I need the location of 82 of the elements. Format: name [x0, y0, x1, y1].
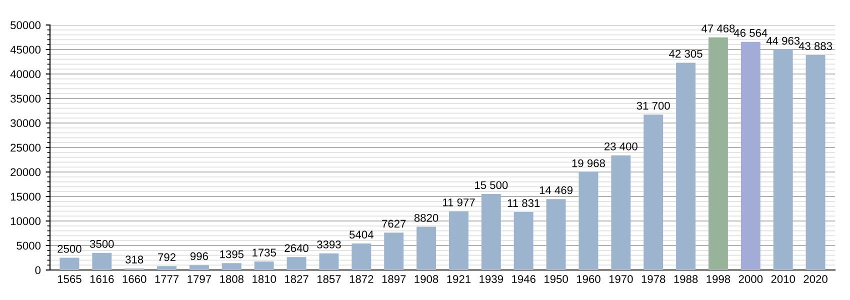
- bar: [319, 253, 339, 270]
- data-label: 11 977: [442, 198, 475, 206]
- data-label: 7627: [382, 220, 406, 228]
- y-tick-label: 15000: [10, 192, 41, 201]
- data-label: 31 700: [636, 102, 670, 110]
- bar: [806, 54, 826, 270]
- y-tick-label: 50000: [10, 21, 41, 30]
- bar: [773, 50, 793, 270]
- x-tick-label: 1960: [576, 275, 600, 284]
- data-label: 996: [190, 252, 208, 260]
- bar: [222, 263, 242, 270]
- y-tick-label: 10000: [10, 217, 41, 226]
- bar: [286, 257, 306, 270]
- x-tick-label: 1808: [220, 275, 244, 284]
- y-tick-label: 30000: [10, 119, 41, 128]
- bar: [740, 42, 760, 270]
- y-tick-label: 40000: [10, 70, 41, 78]
- bar: [254, 262, 274, 270]
- bar: [60, 258, 80, 270]
- x-tick-label: 1797: [188, 275, 212, 284]
- data-label: 43 883: [798, 42, 832, 50]
- x-tick-label: 1827: [285, 275, 308, 284]
- y-tick-label: 0: [35, 266, 41, 274]
- data-label: 792: [158, 253, 176, 262]
- x-tick-label: 1978: [642, 275, 666, 284]
- bar: [448, 211, 468, 270]
- x-tick-label: 1565: [58, 275, 82, 284]
- x-tick-label: 1998: [706, 275, 730, 284]
- x-tick-label: 1988: [674, 275, 698, 284]
- x-tick-label: 2000: [738, 275, 763, 284]
- bar: [578, 172, 598, 270]
- data-label: 46 564: [734, 28, 768, 37]
- bar: [352, 244, 372, 270]
- bar: [546, 199, 566, 270]
- data-label: 14 469: [540, 186, 572, 194]
- data-label: 3393: [317, 240, 341, 248]
- bar: [416, 226, 436, 270]
- data-label: 19 968: [572, 159, 605, 168]
- x-tick-label: 2020: [804, 275, 828, 284]
- x-tick-label: 1777: [155, 275, 179, 283]
- data-label: 11 831: [508, 199, 540, 208]
- x-tick-label: 1939: [480, 275, 503, 284]
- bar: [708, 37, 728, 270]
- x-tick-label: 1872: [350, 275, 374, 284]
- x-tick-label: 1857: [317, 275, 341, 284]
- x-tick-label: 1908: [414, 275, 438, 284]
- bar: [157, 266, 177, 270]
- x-tick-label: 1616: [90, 275, 114, 284]
- data-label: 1735: [252, 248, 276, 257]
- bar: [92, 252, 112, 270]
- data-label: 3500: [90, 240, 114, 248]
- bar: [611, 155, 631, 270]
- data-label: 44 963: [766, 36, 800, 45]
- bar: [384, 232, 404, 270]
- x-tick-label: 2010: [771, 275, 796, 284]
- data-label: 42 305: [669, 50, 702, 58]
- y-tick-label: 20000: [10, 168, 41, 176]
- data-label: 2640: [284, 244, 308, 252]
- data-label: 23 400: [604, 142, 638, 150]
- data-label: 15 500: [475, 181, 508, 190]
- data-label: 5404: [349, 230, 374, 239]
- y-tick-label: 5000: [16, 242, 41, 250]
- y-tick-label: 25000: [10, 144, 41, 152]
- bar: [481, 194, 501, 270]
- bar: [676, 62, 696, 270]
- x-tick-label: 1950: [544, 275, 568, 284]
- bar: [644, 114, 664, 270]
- y-tick-label: 45000: [10, 46, 41, 54]
- data-label: 47 468: [701, 24, 735, 32]
- data-label: 8820: [414, 214, 438, 222]
- y-tick-label: 35000: [10, 94, 41, 103]
- bar: [514, 212, 534, 270]
- x-tick-label: 1897: [382, 275, 406, 284]
- x-tick-label: 1946: [512, 275, 536, 284]
- data-label: 1395: [220, 250, 244, 258]
- x-tick-label: 1810: [252, 275, 276, 284]
- bar: [189, 265, 209, 270]
- x-tick-label: 1970: [609, 275, 633, 284]
- x-tick-label: 1921: [447, 275, 471, 284]
- data-label: 318: [125, 256, 144, 264]
- x-tick-label: 1660: [122, 275, 146, 284]
- data-label: 2500: [58, 244, 82, 253]
